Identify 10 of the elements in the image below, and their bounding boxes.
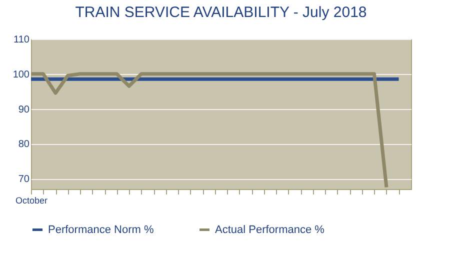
y-tick-label: 110	[14, 34, 30, 46]
legend-label: Performance Norm %	[48, 224, 154, 236]
chart-title: TRAIN SERVICE AVAILABILITY - July 2018	[75, 4, 367, 21]
x-tick-label: October	[15, 196, 48, 206]
line-series	[29, 72, 388, 190]
y-tick-label: 70	[18, 174, 30, 186]
legend-label: Actual Performance %	[215, 224, 325, 236]
y-tick-label: 90	[18, 104, 30, 116]
y-tick-label: 80	[18, 139, 30, 150]
y-tick-label: 100	[12, 69, 30, 80]
